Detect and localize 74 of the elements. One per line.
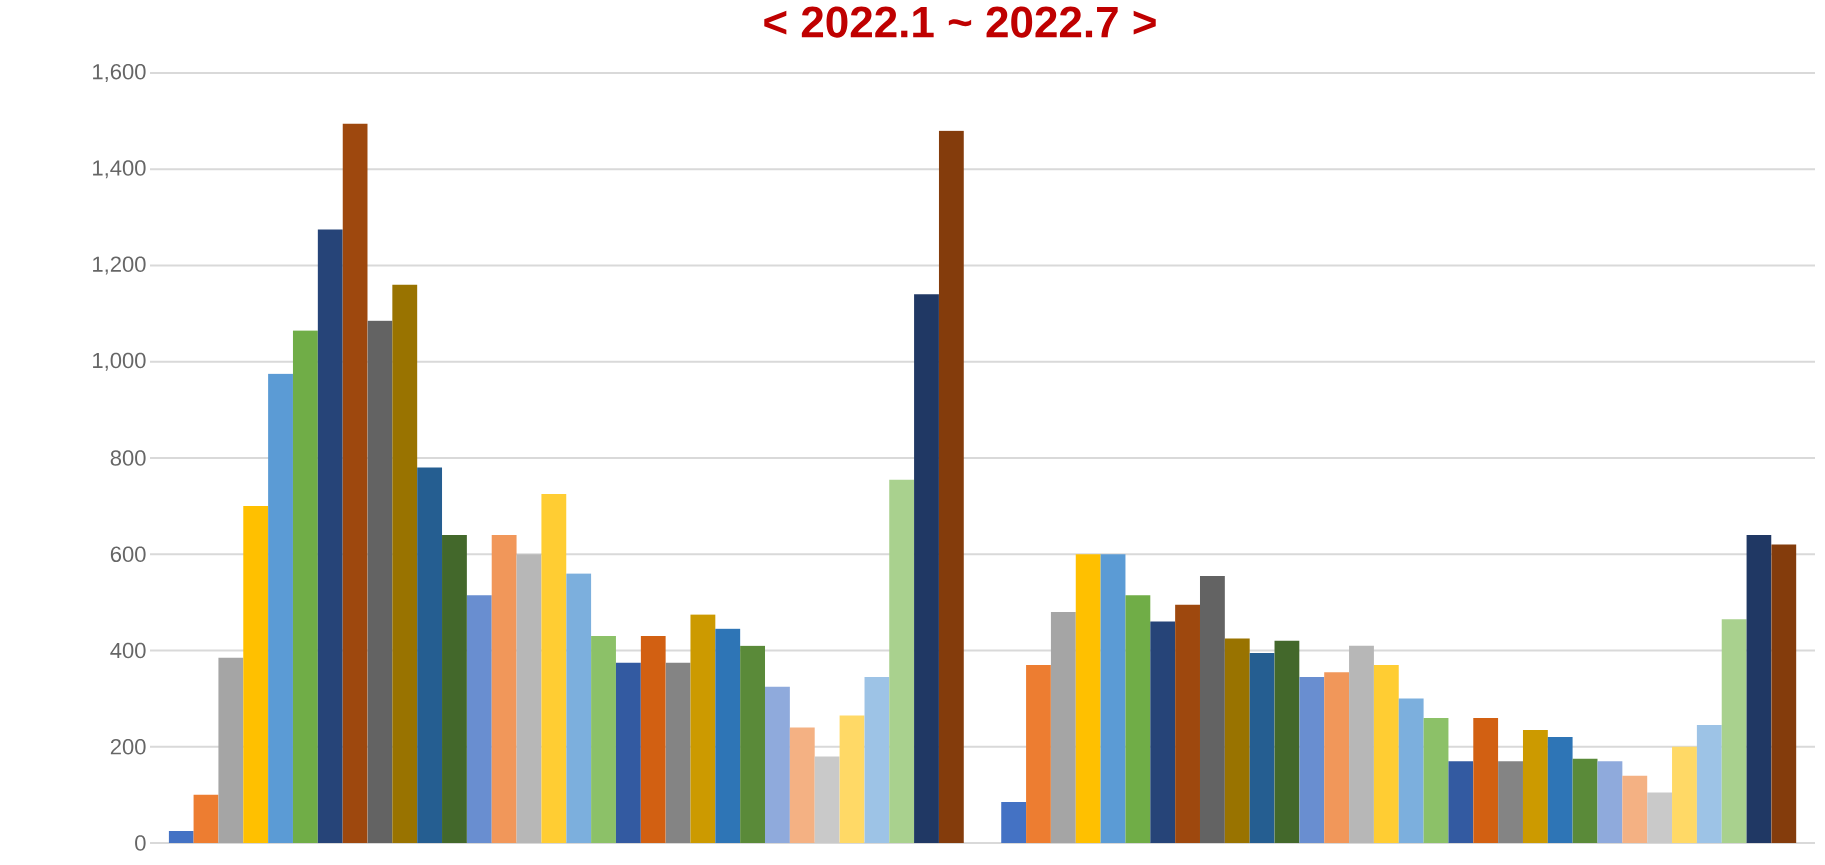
bar bbox=[1522, 729, 1548, 843]
bar bbox=[1249, 652, 1275, 843]
bar bbox=[914, 294, 939, 843]
y-tick-label: 400 bbox=[110, 642, 146, 659]
bar bbox=[168, 830, 194, 843]
bar bbox=[690, 614, 716, 843]
bar bbox=[1373, 664, 1399, 843]
bar bbox=[541, 494, 567, 843]
chart-title: < 2022.1 ~ 2022.7 > bbox=[764, 6, 1156, 38]
bar bbox=[342, 123, 368, 843]
bar bbox=[218, 657, 244, 843]
bar bbox=[1150, 621, 1176, 843]
bar bbox=[1299, 676, 1325, 843]
bar bbox=[1647, 792, 1673, 843]
bar bbox=[864, 676, 890, 843]
y-tick-label: 1,600 bbox=[93, 63, 146, 83]
bar bbox=[1672, 746, 1697, 843]
bar bbox=[367, 320, 393, 843]
bar bbox=[442, 535, 467, 843]
bar bbox=[889, 479, 915, 843]
bar bbox=[1125, 595, 1151, 843]
bar bbox=[1100, 554, 1126, 843]
bar bbox=[591, 636, 616, 843]
bar bbox=[1324, 672, 1350, 843]
y-tick-label: 600 bbox=[110, 546, 146, 563]
bar bbox=[268, 373, 293, 843]
bar bbox=[516, 554, 542, 843]
bar bbox=[1622, 775, 1648, 843]
bar bbox=[665, 662, 691, 843]
bar bbox=[491, 535, 517, 843]
bar bbox=[814, 756, 840, 843]
bar bbox=[1199, 575, 1225, 843]
y-tick-label: 1,200 bbox=[93, 256, 146, 275]
bar bbox=[1498, 761, 1523, 843]
bar bbox=[193, 794, 219, 843]
bar bbox=[1771, 544, 1797, 843]
bar bbox=[1001, 802, 1027, 843]
bar bbox=[1274, 640, 1300, 843]
bar bbox=[566, 573, 592, 843]
bar bbox=[938, 130, 964, 843]
bar bbox=[1349, 645, 1374, 843]
bar bbox=[292, 330, 318, 843]
bar bbox=[1597, 761, 1623, 843]
bar bbox=[1473, 717, 1499, 843]
y-tick-label: 200 bbox=[110, 738, 146, 755]
bar bbox=[615, 662, 641, 843]
bar bbox=[1572, 758, 1598, 843]
bar bbox=[1224, 638, 1250, 843]
bar bbox=[1423, 717, 1449, 843]
bar bbox=[1547, 737, 1573, 843]
bar bbox=[1075, 554, 1101, 843]
bar bbox=[740, 645, 766, 843]
bar bbox=[1696, 725, 1722, 843]
bar bbox=[1175, 604, 1200, 843]
bar bbox=[839, 715, 865, 843]
bar bbox=[1746, 535, 1772, 843]
bar bbox=[1398, 698, 1424, 843]
y-tick-label: 0 bbox=[135, 835, 146, 851]
bar bbox=[1026, 664, 1051, 843]
bar bbox=[1050, 612, 1076, 843]
y-tick-label: 800 bbox=[110, 450, 146, 466]
bar bbox=[789, 727, 815, 843]
bar bbox=[317, 229, 343, 843]
y-tick-label: 1,000 bbox=[93, 352, 146, 371]
bar bbox=[640, 636, 666, 843]
bar bbox=[765, 686, 790, 843]
y-tick-label: 1,400 bbox=[93, 160, 146, 179]
bar bbox=[1721, 619, 1747, 843]
bar bbox=[417, 467, 443, 843]
bar bbox=[243, 506, 269, 843]
bar bbox=[392, 284, 418, 843]
bar bbox=[466, 595, 492, 843]
bar bbox=[715, 628, 741, 843]
bar bbox=[1448, 761, 1474, 843]
